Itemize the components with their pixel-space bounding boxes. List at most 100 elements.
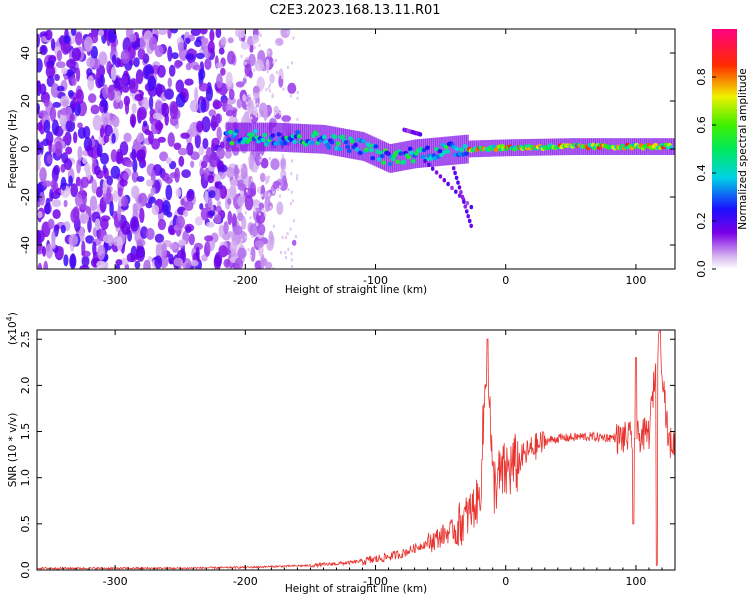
spectrogram-noise-speck [259,159,262,163]
spectrogram-noise-cell [71,77,77,86]
spectrogram-noise-cell [237,212,244,222]
spectrogram-noise-cell [46,75,55,87]
spectrogram-noise-cell [37,145,42,156]
spectrogram-noise-cell [135,245,146,262]
colorbar: 0.0 0.2 0.4 0.6 0.8 Normalized spectral ampl… [695,29,749,278]
spectrogram-noise-cell [195,52,205,60]
spectrogram-y-tick-label: 0 [19,146,32,153]
spectrogram-signal-cell [303,142,308,147]
spectrogram-band-halo [452,135,456,165]
spectrogram-noise-cell [225,110,234,117]
spectrogram-wisp-cell [459,190,463,195]
spectrogram-noise-speck [296,91,299,94]
spectrogram-noise-cell [194,39,202,48]
spectrogram-x-tick-label: 100 [625,274,646,287]
spectrogram-noise-cell [75,32,83,46]
spectrogram-noise-cell [129,33,137,42]
spectrogram-noise-cell [114,90,122,103]
spectrogram-noise-cell [51,144,56,154]
spectrogram-marks [37,29,675,269]
spectrogram-noise-speck [284,251,287,255]
spectrogram-signal-cell [354,147,360,152]
spectrogram-band-halo [385,143,389,172]
spectrogram-band-halo [243,122,247,152]
snr-x-axis-label: Height of straight line (km) [285,583,427,595]
spectrogram-noise-cell [136,176,145,182]
spectrogram-signal-cell [459,147,465,152]
spectrogram-y-ticks: -40 -20 0 20 40 [19,46,675,254]
spectrogram-noise-cell [94,218,101,231]
spectrogram-noise-cell [42,246,47,257]
spectrogram-noise-speck [253,40,256,44]
spectrogram-noise-cell [51,231,56,245]
spectrogram-noise-cell [107,89,116,101]
spectrogram-noise-cell [42,138,50,147]
spectrogram-noise-cell [248,153,255,170]
spectrogram-noise-cell [226,231,235,238]
spectrogram-noise-cell [240,41,249,50]
spectrogram-signal-cell [364,147,369,152]
spectrogram-noise-speck [256,223,259,226]
spectrogram-noise-speck [254,208,257,212]
spectrogram-noise-speck [245,101,248,105]
snr-y-tick-label: 2.0 [19,377,32,395]
spectrogram-noise-cell [158,29,168,35]
spectrogram-signal-cell [340,134,346,139]
spectrogram-noise-cell [142,159,147,168]
spectrogram-noise-cell [110,149,118,163]
spectrogram-noise-cell [208,109,217,117]
spectrogram-noise-cell [227,37,234,44]
spectrogram-noise-speck [258,212,261,216]
spectrogram-noise-cell [98,29,105,37]
spectrogram-noise-cell [79,204,88,210]
spectrogram-band-halo [362,132,366,161]
spectrogram-noise-cell [137,106,147,121]
spectrogram-noise-cell [65,119,76,133]
spectrogram-noise-cell [213,254,222,269]
spectrogram-y-tick-label: -20 [19,188,32,206]
spectrogram-band-halo [276,122,280,152]
spectrogram-noise-cell [157,218,166,231]
spectrogram-signal-cell [276,132,282,137]
spectrogram-noise-cell [184,200,194,211]
spectrogram-noise-cell [199,29,208,35]
colorbar-tick-label: 0.0 [695,260,708,278]
spectrogram-noise-cell [209,152,219,168]
spectrogram-noise-speck [268,193,271,197]
spectrogram-noise-cell [151,204,160,216]
spectrogram-signal-cell [385,151,391,156]
spectrogram-noise-cell [75,176,81,187]
spectrogram-noise-cell [56,85,65,92]
spectrogram-signal-cell [292,139,297,144]
spectrogram-noise-cell [119,141,129,156]
spectrogram-noise-cell [173,257,184,267]
spectrogram-noise-cell [173,142,182,150]
spectrogram-wisp-cell [434,170,439,175]
spectrogram-noise-speck [250,116,253,120]
spectrogram-noise-cell [193,242,203,251]
colorbar-label: Normalized spectral amplitude [737,68,749,229]
spectrogram-noise-speck [244,211,247,215]
spectrogram-noise-cell [212,100,222,110]
spectrogram-band-halo [432,137,436,167]
spectrogram-noise-cell [167,224,175,235]
spectrogram-noise-cell [195,246,200,260]
spectrogram-band-halo [237,122,241,152]
spectrogram-noise-cell [169,257,175,265]
spectrogram-noise-cell [206,82,212,95]
spectrogram-noise-speck [284,166,287,170]
spectrogram-noise-speck [248,94,251,97]
spectrogram-noise-cell [216,200,222,208]
spectrogram-noise-cell [194,87,199,103]
spectrogram-noise-cell [68,234,78,246]
snr-x-tick-label: -100 [363,575,388,588]
spectrogram-noise-speck [272,224,275,228]
spectrogram-noise-speck [259,114,262,118]
spectrogram-noise-cell [132,158,138,173]
spectrogram-noise-cell [39,44,48,56]
spectrogram-noise-cell [79,264,90,269]
spectrogram-noise-cell [199,203,204,210]
spectrogram-noise-cell [120,196,128,208]
spectrogram-noise-speck [253,206,256,209]
spectrogram-wisp-cell [423,158,427,164]
